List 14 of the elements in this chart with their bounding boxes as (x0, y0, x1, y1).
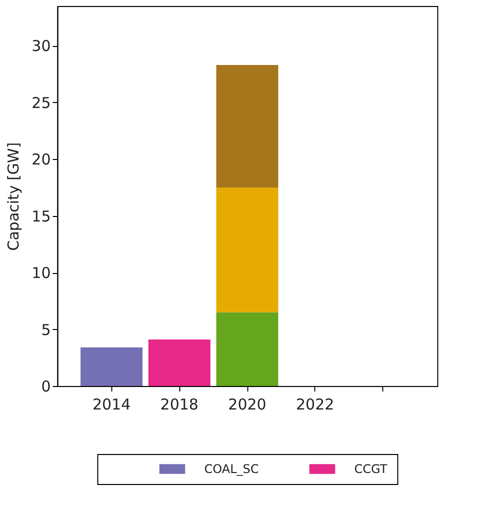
legend-label: COAL_SC (204, 462, 259, 476)
y-tick-label: 10 (32, 264, 51, 282)
y-tick-label: 20 (32, 150, 51, 169)
y-tick-label: 5 (41, 320, 51, 339)
x-tick-label: 2022 (296, 396, 334, 414)
y-tick-label: 30 (32, 37, 51, 56)
y-tick-label: 25 (32, 94, 51, 112)
y-tick-label: 15 (32, 207, 51, 226)
y-axis-title: Capacity [GW] (4, 142, 23, 251)
y-tick-label: 0 (41, 378, 51, 396)
x-tick-label: 2014 (92, 396, 131, 414)
x-tick-label: 2020 (228, 396, 266, 414)
legend-label: CCGT (354, 462, 388, 476)
x-tick-label: 2018 (160, 396, 198, 414)
